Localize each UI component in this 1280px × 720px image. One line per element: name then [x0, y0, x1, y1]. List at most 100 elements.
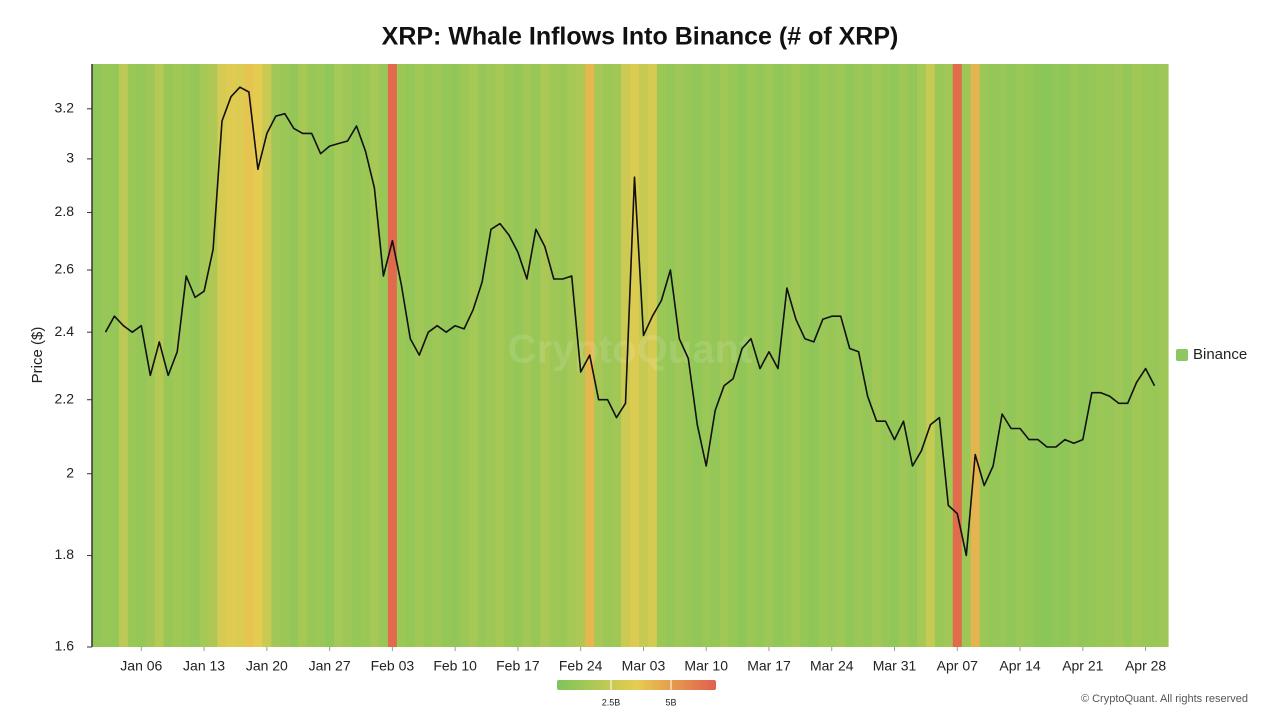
heat-cell: [163, 64, 174, 647]
x-tick-label: Feb 24: [559, 658, 603, 674]
heat-cell: [190, 64, 201, 647]
y-tick-label: 2.2: [55, 390, 75, 406]
heat-cell: [782, 64, 792, 647]
watermark: CryptoQuant: [508, 328, 752, 372]
y-tick-label: 2.6: [55, 261, 75, 277]
heat-cell: [737, 64, 748, 647]
y-tick-label: 3.2: [55, 99, 75, 115]
heat-cell: [638, 64, 649, 647]
heat-cell: [800, 64, 810, 647]
color-bar-label: 5B: [665, 697, 676, 707]
heat-cell: [253, 64, 263, 647]
heat-cell: [576, 64, 586, 647]
heat-cell: [1033, 64, 1044, 647]
heat-cell: [1051, 64, 1061, 647]
heat-cell: [477, 64, 488, 647]
heat-cell: [683, 64, 694, 647]
heat-cell: [647, 64, 658, 647]
x-tick-label: Apr 14: [999, 658, 1040, 674]
heat-cell: [235, 64, 246, 647]
heat-cell: [522, 64, 532, 647]
heat-cell: [665, 64, 676, 647]
heat-cell: [396, 64, 407, 647]
y-tick-label: 1.6: [55, 638, 75, 654]
heat-cell: [925, 64, 936, 647]
y-tick-label: 2: [66, 464, 74, 480]
heat-cell: [1123, 64, 1133, 647]
heat-cell: [1024, 64, 1035, 647]
heat-cell: [1096, 64, 1106, 647]
legend-swatch: [1176, 349, 1188, 361]
heat-cell: [361, 64, 371, 647]
heat-cell: [378, 64, 389, 647]
heat-cell: [1069, 64, 1079, 647]
heat-cell: [109, 64, 120, 647]
heat-cell: [988, 64, 999, 647]
x-tick-label: Feb 03: [371, 658, 415, 674]
heat-cell: [181, 64, 192, 647]
heat-cell: [334, 64, 344, 647]
heat-cell: [845, 64, 855, 647]
heat-cell: [692, 64, 703, 647]
heat-cell: [1078, 64, 1088, 647]
heat-cell: [710, 64, 721, 647]
heat-cell: [280, 64, 290, 647]
color-bar: [557, 680, 716, 690]
heat-cell: [307, 64, 317, 647]
x-tick-label: Jan 13: [183, 658, 225, 674]
heat-cell: [244, 64, 254, 647]
price-line: [104, 86, 1156, 557]
heat-cell: [549, 64, 559, 647]
heat-cell: [836, 64, 846, 647]
heat-cell: [127, 64, 138, 647]
heat-cell: [1060, 64, 1070, 647]
heat-cell: [343, 64, 353, 647]
heat-cell: [979, 64, 990, 647]
heat-cell: [486, 64, 497, 647]
y-tick-label: 2.4: [55, 323, 75, 339]
heat-cell: [594, 64, 604, 647]
heat-cell: [997, 64, 1008, 647]
heat-cell: [719, 64, 730, 647]
heat-cell: [656, 64, 667, 647]
heat-cell: [612, 64, 622, 647]
heat-cell: [764, 64, 775, 647]
heat-cell: [1150, 64, 1160, 647]
heat-cell: [630, 64, 640, 647]
y-tick-label: 3: [66, 150, 74, 166]
heat-cell: [907, 64, 918, 647]
heat-cell: [1141, 64, 1151, 647]
heat-cell: [298, 64, 308, 647]
heat-cell: [423, 64, 434, 647]
heat-cell: [809, 64, 819, 647]
heat-cell: [603, 64, 613, 647]
heat-cell: [791, 64, 801, 647]
x-tick-label: Mar 24: [810, 658, 854, 674]
heat-cell: [459, 64, 470, 647]
heat-cell: [289, 64, 299, 647]
heat-cell: [92, 64, 102, 647]
heat-cell: [818, 64, 828, 647]
heat-cell: [352, 64, 362, 647]
x-tick-label: Apr 21: [1062, 658, 1103, 674]
x-tick-label: Jan 06: [120, 658, 162, 674]
heat-cell: [961, 64, 972, 647]
heat-cell: [432, 64, 443, 647]
footer: © CryptoQuant. All rights reserved: [1081, 693, 1248, 705]
heat-cell: [755, 64, 766, 647]
y-tick-label: 2.8: [55, 203, 75, 219]
heat-cell: [217, 64, 228, 647]
y-tick-label: 1.8: [55, 546, 75, 562]
heat-cell: [450, 64, 461, 647]
x-tick-label: Mar 03: [622, 658, 666, 674]
heat-cell: [701, 64, 712, 647]
heat-cell: [621, 64, 631, 647]
heat-cell: [540, 64, 550, 647]
heat-cell: [1015, 64, 1026, 647]
x-tick-label: Mar 31: [873, 658, 917, 674]
heat-cell: [773, 64, 784, 647]
heat-cell: [369, 64, 380, 647]
x-tick-label: Apr 28: [1125, 658, 1166, 674]
heat-cell: [1042, 64, 1053, 647]
heat-cell: [558, 64, 568, 647]
